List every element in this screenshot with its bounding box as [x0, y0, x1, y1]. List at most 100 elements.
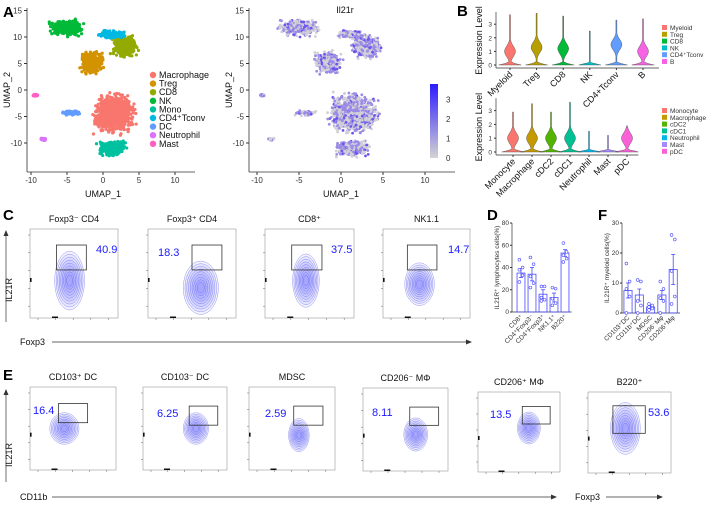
umap-point-cd8	[116, 44, 120, 48]
umap-point-nk	[60, 30, 64, 34]
umap-point-macrophage	[117, 106, 122, 110]
umap-point-mono	[118, 143, 123, 147]
il21r-point	[323, 50, 326, 54]
x-tick-label: 10	[171, 176, 180, 185]
x-tick-label: -10	[25, 176, 37, 185]
umap-point-macrophage	[114, 116, 118, 120]
x-tick-label: 5	[381, 176, 386, 185]
umap-point-macrophage	[134, 111, 138, 116]
il21r-point	[354, 40, 357, 44]
umap-point-cd8	[136, 48, 141, 53]
umap-point-macrophage	[115, 126, 119, 131]
umap-point-macrophage	[122, 100, 126, 104]
il21r-point	[313, 51, 317, 54]
legend-swatch	[149, 106, 157, 113]
umap-point-cd8	[116, 49, 121, 53]
umap-point-nk	[57, 26, 61, 31]
umap-point-nk	[66, 28, 70, 32]
umap-point-macrophage	[100, 96, 104, 100]
umap-point-macrophage	[106, 129, 110, 133]
umap-point-treg	[89, 53, 93, 57]
umap-point-cd4tconv	[111, 31, 115, 35]
umap-point-macrophage	[110, 121, 114, 125]
il21r-point	[337, 105, 341, 109]
il21r-point	[315, 69, 319, 73]
il21r-point	[335, 112, 339, 115]
il21r-point	[364, 52, 368, 55]
umap-point-treg	[88, 57, 92, 61]
il21r-point	[307, 30, 311, 34]
il21r-point	[335, 67, 339, 71]
umap-point-macrophage	[123, 103, 127, 107]
umap-point-treg	[97, 59, 101, 63]
il21r-point	[344, 102, 348, 106]
umap-point-macrophage	[106, 111, 110, 115]
il21r-point	[370, 43, 374, 46]
umap-point-macrophage	[126, 102, 131, 106]
il21r-point	[333, 67, 336, 71]
il21r-point	[289, 26, 293, 30]
il21r-point	[344, 121, 348, 124]
il21r-point	[337, 100, 340, 104]
umap-point-macrophage	[130, 106, 134, 110]
umap-point-cd8	[130, 39, 134, 43]
umap-point-treg	[82, 68, 86, 72]
il21r-point	[358, 118, 362, 122]
il21r-point	[363, 125, 366, 129]
il21r-point	[336, 130, 339, 134]
umap-point-treg	[80, 70, 84, 74]
umap-point-macrophage	[126, 108, 130, 112]
legend-swatch	[149, 89, 157, 96]
umap-point-mono	[104, 151, 108, 155]
il21r-point	[339, 146, 343, 149]
il21r-point	[357, 142, 361, 145]
umap-point-macrophage	[122, 127, 126, 132]
umap-point-macrophage	[110, 128, 115, 132]
il21r-point	[356, 57, 360, 60]
il21r-point	[347, 119, 351, 123]
umap-point-treg	[100, 51, 104, 55]
y-tick-label: -10	[232, 139, 244, 148]
umap-point-macrophage	[126, 94, 130, 98]
umap-point-cd8	[124, 47, 128, 51]
il21r-point	[318, 72, 322, 76]
umap-point-cd4tconv	[99, 32, 103, 37]
il21r-point	[368, 98, 372, 102]
umap-point-nk	[82, 22, 86, 26]
il21r-point	[373, 113, 376, 117]
umap-point-treg	[93, 57, 97, 61]
il21r-point	[345, 142, 348, 146]
umap-point-mono	[103, 147, 107, 152]
umap-point-dc	[72, 112, 76, 116]
umap-point-macrophage	[134, 122, 138, 126]
umap-point-mono	[121, 147, 125, 151]
il21r-point	[344, 97, 348, 101]
umap-point-dc	[64, 111, 68, 115]
il21r-point	[357, 109, 360, 113]
il21r-point	[325, 70, 329, 74]
il21r-point	[338, 114, 342, 118]
il21r-point	[359, 125, 363, 129]
il21r-point	[366, 149, 370, 152]
il21r-point	[363, 114, 367, 118]
umap-point-cd4tconv	[104, 29, 108, 33]
il21r-point	[363, 54, 367, 58]
umap-point-mono	[115, 144, 119, 149]
umap-point-macrophage	[126, 120, 130, 124]
il21r-point	[347, 140, 351, 144]
il21r-point	[284, 29, 288, 33]
il21r-point	[367, 114, 371, 117]
il21r-point	[364, 43, 368, 47]
il21r-point	[332, 63, 335, 67]
il21r-point	[340, 105, 344, 109]
umap-point-treg	[82, 58, 86, 63]
umap-point-mono	[100, 144, 104, 148]
umap-point-cd8	[111, 52, 116, 56]
umap-point-nk	[76, 29, 80, 33]
umap-point-nk	[50, 22, 54, 26]
il21r-point	[332, 57, 335, 61]
il21r-point	[350, 97, 353, 101]
y-tick-label: 0	[240, 86, 245, 95]
il21r-point	[376, 48, 380, 52]
